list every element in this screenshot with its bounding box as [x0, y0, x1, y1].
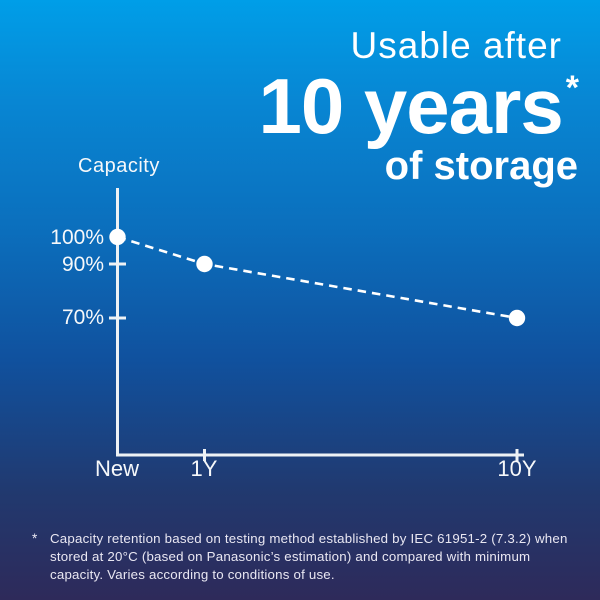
y-tick-label-70: 70% — [61, 306, 104, 329]
headline: Usable after 10 years* of storage — [258, 24, 579, 188]
footnote-marker: * — [32, 531, 38, 546]
x-tick-label-1y: 1Y — [190, 456, 218, 481]
footnote: * Capacity retention based on testing me… — [32, 530, 572, 584]
x-tick-label-10y: 10Y — [497, 456, 537, 481]
x-tick-label-new: New — [94, 456, 139, 481]
headline-line1: Usable after — [350, 25, 562, 66]
y-tick-label-100: 100% — [50, 226, 104, 249]
headline-line3: of storage — [384, 144, 578, 188]
footnote-text: Capacity retention based on testing meth… — [50, 531, 568, 582]
headline-years-text: 10 years — [258, 62, 563, 150]
footnote-asterisk-marker: * — [565, 69, 579, 107]
y-tick-label-90: 90% — [61, 253, 104, 276]
headline-line2: 10 years* — [258, 67, 579, 145]
y-axis-title: Capacity — [78, 155, 160, 177]
